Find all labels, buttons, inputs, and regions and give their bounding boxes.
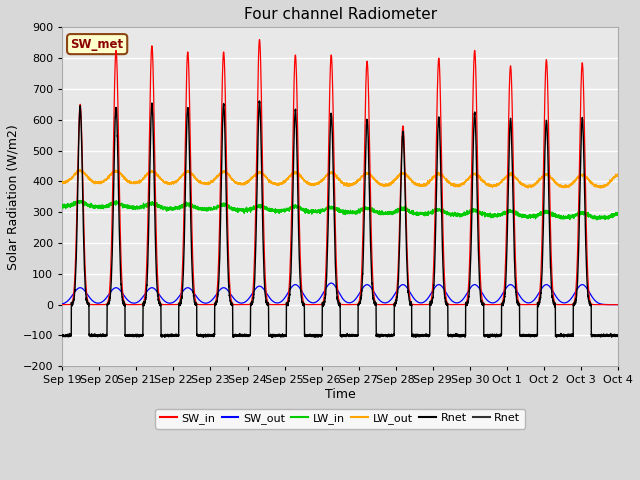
Title: Four channel Radiometer: Four channel Radiometer [244,7,436,22]
X-axis label: Time: Time [325,388,356,401]
Legend: SW_in, SW_out, LW_in, LW_out, Rnet, Rnet: SW_in, SW_out, LW_in, LW_out, Rnet, Rnet [156,409,525,429]
Text: SW_met: SW_met [70,37,124,50]
Y-axis label: Solar Radiation (W/m2): Solar Radiation (W/m2) [7,124,20,270]
